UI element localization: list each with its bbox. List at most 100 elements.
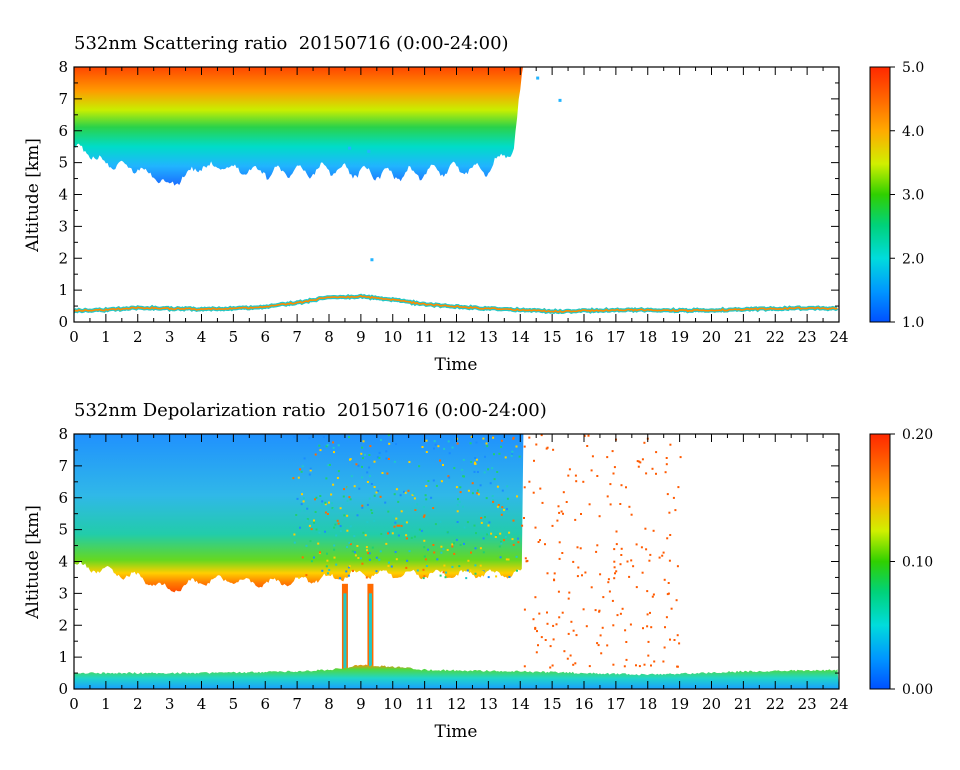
depol-speck: [535, 443, 538, 446]
y-tick-label: 0: [58, 680, 68, 698]
depol-speck: [353, 535, 356, 538]
depol-speck: [405, 521, 408, 524]
depol-speck: [546, 446, 549, 449]
depol-speck: [482, 551, 485, 554]
depol-speck: [353, 485, 356, 488]
y-tick-label: 6: [58, 489, 68, 507]
depol-speck: [500, 439, 503, 442]
x-tick-label: 20: [702, 695, 721, 713]
depol-speck: [459, 486, 462, 489]
depol-speck: [517, 541, 520, 544]
depol-speck: [368, 552, 371, 555]
depol-speck: [679, 456, 682, 459]
depol-speck: [597, 644, 600, 647]
scattering-ratio-plot-area: [74, 67, 839, 315]
depol-speck: [650, 626, 653, 629]
depol-speck: [643, 663, 646, 666]
depol-speck: [537, 541, 540, 543]
depol-speck: [628, 575, 631, 578]
depol-speck: [655, 451, 658, 454]
depol-speck: [347, 574, 350, 577]
depol-speck: [439, 459, 441, 462]
depol-speck: [500, 513, 503, 516]
depol-speck: [368, 454, 371, 456]
depol-speck: [366, 471, 369, 474]
depol-speck: [425, 485, 428, 487]
x-tick-label: 2: [133, 328, 143, 346]
depol-speck: [581, 574, 583, 577]
depol-speck: [459, 543, 462, 546]
colorbar-tick-label: 4.0: [902, 124, 924, 140]
depol-speck: [433, 447, 435, 450]
depol-speck: [349, 458, 351, 461]
depol-speck: [663, 578, 666, 581]
depol-speck: [349, 498, 352, 501]
depol-speck: [339, 530, 342, 533]
depol-speck: [576, 575, 579, 578]
x-tick-label: 21: [734, 328, 753, 346]
depol-speck: [440, 480, 443, 483]
depol-speck: [669, 638, 671, 641]
depol-speck: [498, 545, 501, 548]
depol-speck: [650, 664, 652, 667]
depol-speck: [574, 662, 577, 665]
depol-speck: [351, 550, 354, 553]
depol-speck: [439, 520, 442, 523]
y-tick-label: 5: [58, 521, 68, 539]
depol-speck: [451, 565, 454, 568]
depol-speck: [544, 639, 547, 641]
depol-speck: [537, 644, 539, 647]
x-tick-label: 10: [383, 695, 402, 713]
depol-speck: [354, 554, 357, 557]
depol-speck: [635, 664, 637, 667]
depol-speck: [611, 599, 614, 602]
depol-speck: [359, 557, 362, 560]
depol-speck: [587, 434, 590, 437]
depol-speck: [491, 467, 494, 470]
depol-speck: [416, 503, 419, 506]
depol-speck: [476, 471, 479, 473]
depol-speck: [301, 493, 303, 496]
depol-speck: [652, 529, 655, 532]
depol-speck: [346, 529, 349, 532]
depol-speck: [479, 547, 482, 550]
depol-speck: [596, 544, 599, 547]
depol-speck: [492, 436, 495, 439]
depol-speck: [394, 521, 397, 524]
depol-speck: [649, 611, 651, 614]
depol-speck: [555, 623, 558, 626]
depol-speck: [325, 565, 328, 568]
depol-speck: [493, 478, 496, 481]
depol-speck: [443, 447, 446, 450]
x-tick-label: 5: [229, 695, 239, 713]
depol-speck: [393, 493, 396, 496]
depol-speck: [524, 557, 527, 560]
depol-speck: [385, 450, 388, 453]
depol-speck: [534, 526, 537, 529]
x-tick-label: 18: [638, 695, 657, 713]
depol-speck: [430, 496, 433, 499]
depol-speck: [516, 495, 518, 498]
depol-speck: [442, 571, 445, 574]
depol-speck: [558, 511, 561, 514]
depol-speck: [677, 486, 680, 489]
depol-speck: [673, 639, 676, 641]
depol-speck: [361, 506, 364, 509]
depol-speck: [443, 564, 446, 567]
depol-speck: [381, 472, 384, 474]
depol-speck: [539, 487, 542, 490]
depol-speck: [368, 466, 371, 469]
x-tick-label: 15: [543, 695, 562, 713]
depol-speck: [326, 513, 329, 515]
depol-speck: [619, 563, 622, 566]
depol-speck: [332, 446, 335, 449]
depol-speck: [433, 551, 436, 554]
depol-speck: [567, 474, 570, 477]
depol-speck: [625, 641, 628, 643]
depol-speck: [676, 665, 679, 668]
depol-speck: [332, 441, 335, 444]
depol-speck: [630, 559, 633, 562]
depol-speck: [346, 499, 349, 502]
x-tick-label: 3: [165, 328, 175, 346]
depol-speck: [373, 519, 376, 522]
